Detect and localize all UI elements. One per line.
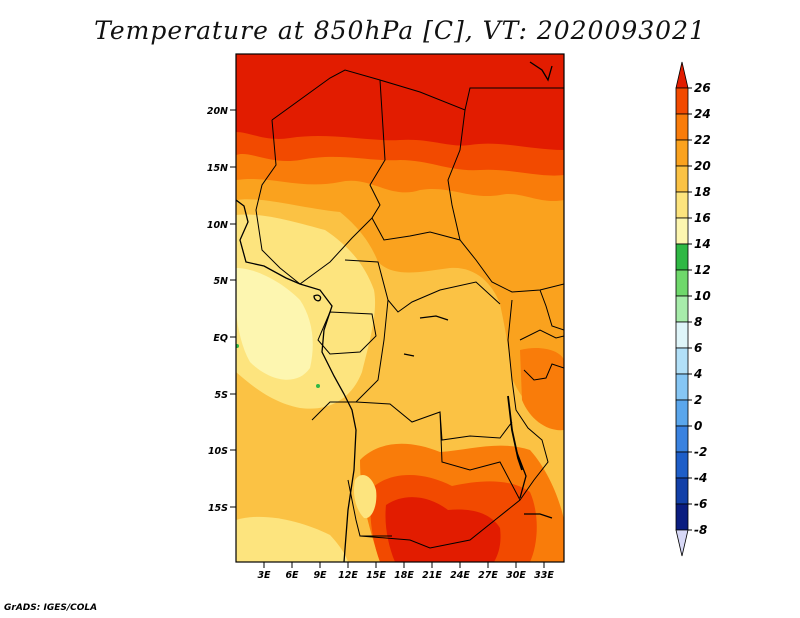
colorbar-swatch <box>675 243 689 271</box>
colorbar-swatch <box>675 217 689 245</box>
colorbar-swatch <box>675 165 689 193</box>
colorbar-label: 0 <box>694 419 702 433</box>
colorbar-swatch <box>675 503 689 531</box>
colorbar-swatch <box>675 321 689 349</box>
lat-label: 15N <box>207 163 228 174</box>
colorbar-label: 22 <box>694 133 711 147</box>
colorbar-swatch <box>675 61 689 89</box>
temperature-field <box>236 54 564 562</box>
grads-credit: GrADS: IGES/COLA <box>4 603 98 613</box>
colorbar-swatch <box>675 139 689 167</box>
colorbar-swatch <box>675 399 689 427</box>
lon-label: 33E <box>534 570 554 581</box>
latitude-axis: 20N 15N 10N 5N EQ 5S 10S 15S <box>207 106 236 514</box>
lon-label: 6E <box>285 570 299 581</box>
colorbar-label: 6 <box>694 341 702 355</box>
map-title: Temperature at 850hPa [C], VT: 202009302… <box>94 16 706 45</box>
lat-label: 20N <box>207 106 228 117</box>
lon-label: 15E <box>366 570 386 581</box>
colorbar-label: 4 <box>693 367 702 381</box>
lon-label: 12E <box>338 570 358 581</box>
lat-label: 10N <box>207 220 228 231</box>
lon-label: 30E <box>506 570 526 581</box>
colorbar-label: -8 <box>694 523 707 537</box>
colorbar-swatch <box>675 191 689 219</box>
colorbar-label: 2 <box>694 393 702 407</box>
longitude-axis: 3E 6E 9E 12E 15E 18E 21E 24E 27E 30E 33E <box>257 562 554 581</box>
colorbar-label: 26 <box>694 81 711 95</box>
lat-label: 5N <box>213 276 228 287</box>
colorbar-swatch <box>675 451 689 479</box>
colorbar-label: -4 <box>694 471 707 485</box>
lat-label: 10S <box>208 446 228 457</box>
coastlines <box>236 61 553 562</box>
country-borders <box>255 69 564 549</box>
colorbar-swatch <box>675 347 689 375</box>
colorbar-label: -2 <box>694 445 707 459</box>
colorbar-swatch <box>675 113 689 141</box>
colorbar-swatch <box>675 425 689 453</box>
lat-label: EQ <box>213 333 228 344</box>
colorbar-swatch <box>675 529 689 557</box>
colorbar-swatch <box>675 477 689 505</box>
colorbar-label: 16 <box>694 211 711 225</box>
colorbar-label: 24 <box>694 107 711 121</box>
lon-label: 27E <box>478 570 498 581</box>
colorbar-swatch <box>675 295 689 323</box>
colorbar-label: 10 <box>694 289 711 303</box>
lat-label: 5S <box>215 390 229 401</box>
lat-label: 15S <box>208 503 228 514</box>
lon-label: 3E <box>257 570 271 581</box>
lon-label: 21E <box>422 570 442 581</box>
colorbar-label: 12 <box>694 263 711 277</box>
lon-label: 18E <box>394 570 414 581</box>
colorbar-label: 20 <box>694 159 711 173</box>
colorbar-swatch <box>675 269 689 297</box>
lon-label: 9E <box>313 570 327 581</box>
colorbar-label: -6 <box>694 497 707 511</box>
lon-label: 24E <box>450 570 470 581</box>
colorbar-swatch <box>675 87 689 115</box>
colorbar-label: 8 <box>694 315 702 329</box>
colorbar-label: 14 <box>694 237 711 251</box>
colorbar-swatch <box>675 373 689 401</box>
colorbar-label: 18 <box>694 185 711 199</box>
map-frame <box>235 53 565 563</box>
